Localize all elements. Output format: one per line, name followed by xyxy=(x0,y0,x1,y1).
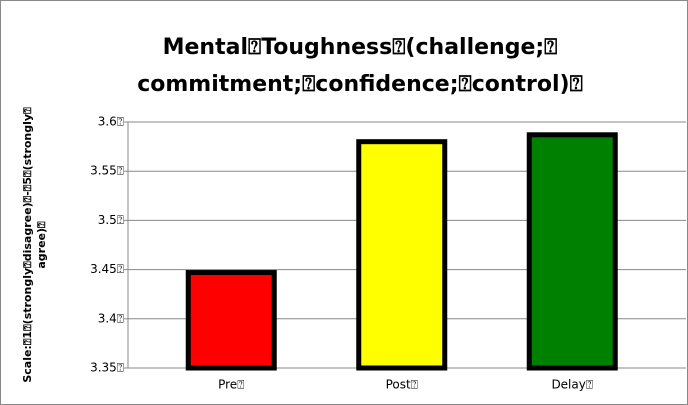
y-axis-label-line: Scale:⍰1⍰(strongly⍰disagree)⍰-⍰5⍰(strong… xyxy=(21,107,34,383)
chart-title: Mental⍰Toughness⍰(challenge;⍰ xyxy=(163,35,558,60)
chart-title: commitment;⍰confidence;⍰control)⍰ xyxy=(137,72,583,97)
x-tick-label: Delay⍰ xyxy=(551,378,593,392)
bar xyxy=(185,270,277,371)
bar xyxy=(356,139,448,371)
y-axis-label: Scale:⍰1⍰(strongly⍰disagree)⍰-⍰5⍰(strong… xyxy=(21,107,48,383)
y-tick-label: 3.45⍰ xyxy=(90,262,124,276)
y-tick-label: 3.35⍰ xyxy=(90,361,124,375)
y-tick-label: 3.55⍰ xyxy=(90,164,124,178)
x-tick-label: Post⍰ xyxy=(386,378,418,392)
x-tick-label: Pre⍰ xyxy=(218,378,244,392)
y-tick-label: 3.6⍰ xyxy=(98,115,124,129)
y-axis-label-line: agree)⍰ xyxy=(35,221,48,269)
y-tick-label: 3.4⍰ xyxy=(98,311,124,325)
y-tick-label: 3.5⍰ xyxy=(98,213,124,227)
bar xyxy=(526,132,618,371)
